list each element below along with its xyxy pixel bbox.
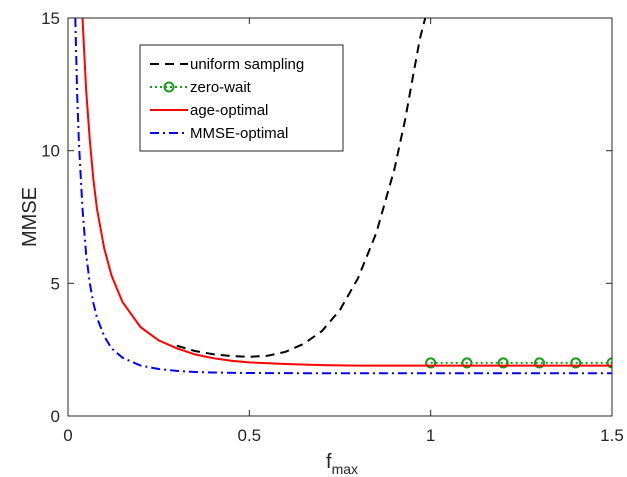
x-tick-label: 1 [426, 426, 435, 445]
legend-marker-zero-wait [163, 81, 175, 93]
series-marker-zero-wait [570, 357, 582, 369]
x-axis-label-main: f [326, 451, 332, 473]
legend-label-zero-wait: zero-wait [190, 79, 252, 96]
axes-frame [67, 17, 613, 417]
legend-label-age-optimal: age-optimal [190, 102, 268, 119]
y-tick-label: 0 [51, 407, 60, 426]
legend: uniform sampling zero-wait age-optimal MMSE… [139, 44, 344, 152]
axes: 0 0.5 1 1.5 0 5 10 15 [41, 9, 624, 445]
y-tick-label: 10 [41, 142, 60, 161]
series-line-mmse-optimal [74, 18, 612, 375]
y-tick-label: 15 [41, 9, 60, 28]
series-marker-zero-wait [606, 357, 612, 369]
legend-label-mmse-optimal: MMSE-optimal [190, 125, 288, 142]
x-axis-label: fmax [326, 451, 358, 477]
series-line-uniform-sampling [176, 18, 427, 358]
series-marker-zero-wait [461, 357, 473, 369]
x-tick-label: 0 [63, 426, 72, 445]
x-tick-label: 1.5 [600, 426, 624, 445]
x-axis-label-subscript: max [332, 461, 358, 477]
y-tick-label: 5 [51, 274, 60, 293]
x-tick-label: 0.5 [238, 426, 262, 445]
series-marker-zero-wait [533, 357, 545, 369]
y-axis-label: MMSE [19, 187, 41, 247]
legend-label-uniform-sampling: uniform sampling [190, 56, 304, 73]
series-marker-zero-wait [497, 357, 509, 369]
plot-area [74, 18, 612, 375]
series-marker-zero-wait [425, 357, 437, 369]
series-line-age-optimal [81, 18, 612, 367]
